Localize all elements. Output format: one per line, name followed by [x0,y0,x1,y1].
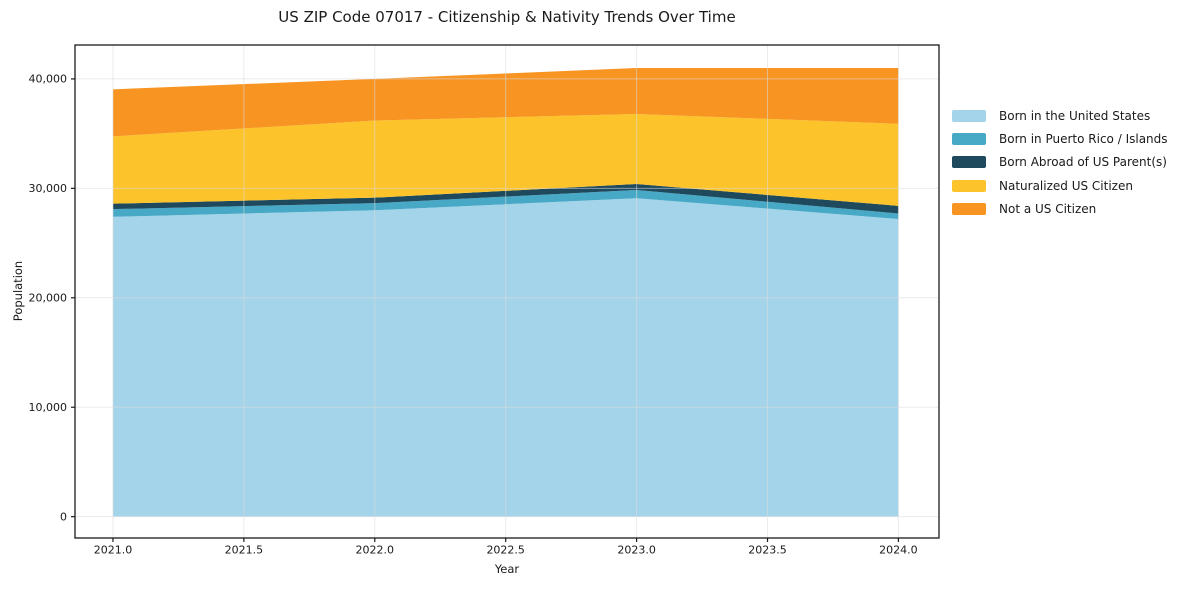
legend-swatch-icon [952,132,986,145]
x-tick-label: 2021.5 [225,544,264,557]
legend-item-born-in-puerto-rico-islands: Born in Puerto Rico / Islands [952,127,1168,150]
axes-frame [74,44,940,539]
legend-label: Naturalized US Citizen [999,178,1133,193]
x-tick-label: 2023.5 [748,544,787,557]
y-tick-label: 0 [60,510,67,523]
legend-item-naturalized-us-citizen: Naturalized US Citizen [952,174,1168,197]
chart-legend: Born in the United States Born in Puerto … [952,104,1168,220]
legend-item-born-in-the-united-states: Born in the United States [952,104,1168,127]
legend-item-not-a-us-citizen: Not a US Citizen [952,197,1168,220]
legend-label: Born Abroad of US Parent(s) [999,155,1167,170]
y-axis-label: Population [11,260,25,322]
legend-item-born-abroad-of-us-parent-s: Born Abroad of US Parent(s) [952,151,1168,174]
legend-swatch-icon [952,202,986,215]
x-tick-label: 2021.0 [94,544,133,557]
y-tick-label: 20,000 [29,292,68,305]
legend-label: Born in Puerto Rico / Islands [999,131,1168,146]
legend-swatch-icon [952,109,986,122]
x-tick-label: 2023.0 [617,544,656,557]
legend-swatch-icon [952,156,986,169]
area-born-in-puerto-rico-islands [112,190,899,219]
area-born-abroad-of-us-parent-s [112,183,899,214]
x-tick-label: 2024.0 [879,544,918,557]
y-tick-label: 10,000 [29,401,68,414]
x-tick-label: 2022.5 [486,544,525,557]
legend-swatch-icon [952,179,986,192]
x-axis-label: Year [494,562,520,576]
x-tick-label: 2022.0 [356,544,395,557]
y-tick-label: 40,000 [29,73,68,86]
y-tick-label: 30,000 [29,182,68,195]
legend-label: Not a US Citizen [999,201,1097,216]
chart-title: US ZIP Code 07017 - Citizenship & Nativi… [278,8,736,26]
legend-label: Born in the United States [999,108,1151,123]
